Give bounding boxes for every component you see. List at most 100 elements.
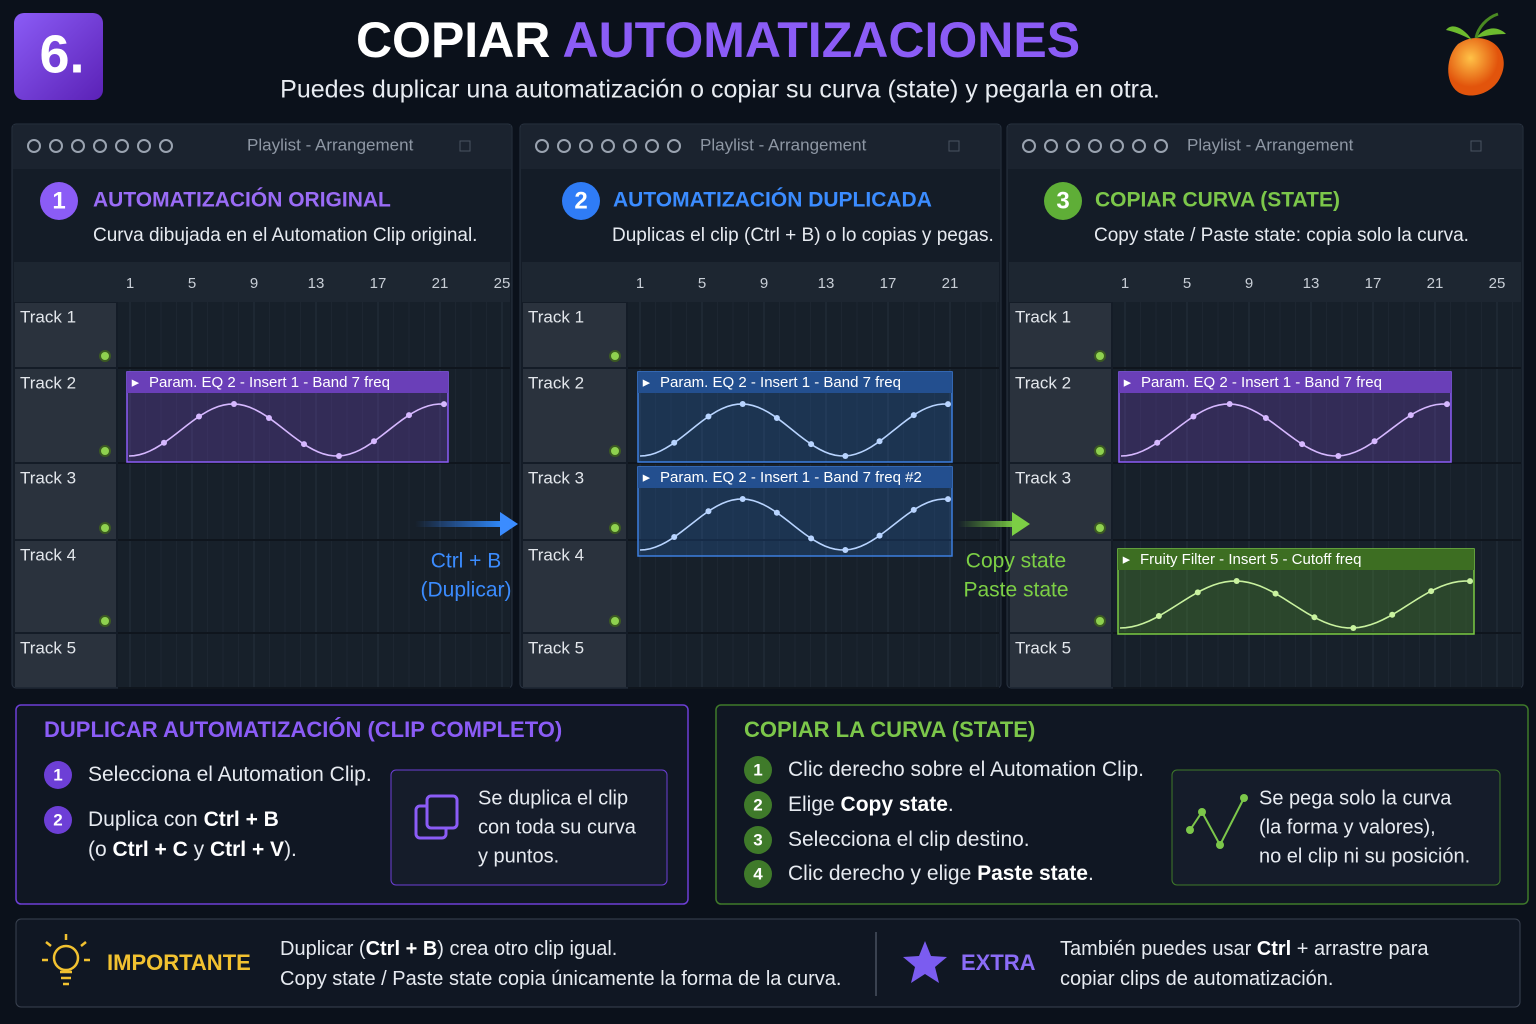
curve-point	[1389, 611, 1396, 618]
clip-icon: ▸	[642, 374, 651, 389]
track-header	[15, 634, 116, 687]
clip-header	[638, 372, 952, 393]
track-name: Track 1	[20, 307, 76, 326]
ruler-number: 21	[432, 275, 449, 292]
step-circle-number: 1	[52, 187, 65, 214]
text-segment: .	[1088, 862, 1094, 885]
curve-point	[1311, 614, 1318, 621]
ruler-number: 1	[1121, 275, 1129, 292]
curve-point	[876, 438, 883, 445]
ruler-number: 9	[1245, 275, 1253, 292]
title: COPIAR AUTOMATIZACIONES	[356, 12, 1080, 68]
ruler-number: 17	[1365, 275, 1382, 292]
window-button	[1470, 140, 1482, 152]
step-circle-number: 3	[1056, 187, 1069, 214]
star-icon	[903, 941, 947, 983]
track-header	[523, 464, 626, 539]
ruler-number: 9	[760, 275, 768, 292]
bold-text: Ctrl + B	[204, 808, 279, 831]
toolbar-icon	[1154, 139, 1168, 153]
text-segment: ) crea otro clip igual.	[437, 938, 617, 960]
ruler-number: 25	[494, 275, 511, 292]
ruler-number: 17	[880, 275, 897, 292]
track-led	[99, 522, 111, 534]
text-line: Elige Copy state.	[788, 793, 954, 816]
step-circle-number: 3	[753, 830, 762, 849]
toolbar-title: Playlist - Arrangement	[1187, 135, 1354, 154]
toolbar	[1008, 125, 1522, 169]
bold-text: Ctrl + C	[113, 838, 188, 861]
ruler-number: 5	[1183, 275, 1191, 292]
track-led	[1094, 615, 1106, 627]
arrow-head	[1012, 512, 1030, 536]
note-text: con toda su curva	[478, 816, 637, 838]
arrow-label: Paste state	[963, 579, 1068, 602]
arrow-label: Ctrl + B	[431, 550, 502, 573]
ruler-number: 9	[250, 275, 258, 292]
curve-point	[1272, 590, 1279, 597]
text-line: Clic derecho y elige Paste state.	[788, 862, 1094, 885]
curve-point	[1194, 589, 1201, 596]
toolbar-icon	[645, 139, 659, 153]
text-segment: (o	[88, 838, 113, 861]
toolbar-icon	[137, 139, 151, 153]
toolbar-icon	[1088, 139, 1102, 153]
track-led	[609, 615, 621, 627]
curve-point	[671, 439, 678, 446]
ruler-number: 21	[1427, 275, 1444, 292]
track-name: Track 1	[528, 307, 584, 326]
note-text: Se pega solo la curva	[1259, 787, 1452, 809]
track-led	[99, 615, 111, 627]
track-header	[15, 369, 116, 462]
ruler-number: 5	[188, 275, 196, 292]
panel-description: Duplicas el clip (Ctrl + B) o lo copias …	[612, 225, 994, 246]
curve-point	[808, 441, 815, 448]
track-led	[1094, 350, 1106, 362]
curve-point	[266, 414, 272, 421]
arrow-label: Copy state	[966, 550, 1066, 573]
ruler-number: 13	[308, 275, 325, 292]
toolbar-icon	[1022, 139, 1036, 153]
curve-point	[705, 508, 712, 515]
toolbar-icon	[1066, 139, 1080, 153]
ruler-number: 1	[126, 275, 134, 292]
curve-point	[1444, 401, 1450, 408]
automation-curve	[1120, 403, 1448, 457]
toolbar	[521, 125, 1000, 169]
text-segment: Selecciona el clip destino.	[788, 828, 1030, 851]
track-name: Track 3	[1015, 468, 1071, 487]
curve-point	[773, 414, 780, 421]
step-circle	[744, 826, 772, 854]
curve-point	[336, 452, 342, 459]
panel-title: COPIAR CURVA (STATE)	[1095, 189, 1340, 212]
track-name: Track 3	[20, 468, 76, 487]
track-name: Track 1	[1015, 307, 1071, 326]
step-circle	[44, 806, 72, 834]
track-name: Track 5	[20, 638, 76, 657]
automation-curve	[1119, 580, 1471, 629]
note-text: y puntos.	[478, 845, 559, 867]
ruler-number: 1	[636, 275, 644, 292]
curve-point	[406, 412, 412, 419]
window-button	[948, 140, 960, 152]
title-part: AUTOMATIZACIONES	[562, 12, 1080, 68]
arrow-head	[500, 512, 518, 536]
curve-point	[808, 535, 815, 542]
toolbar-icon	[159, 139, 173, 153]
track-header	[523, 541, 626, 632]
track-header	[523, 303, 626, 367]
clip-header	[1119, 372, 1451, 393]
curve-point	[910, 506, 917, 513]
note-box	[1171, 769, 1501, 886]
text-segment: Duplicar (	[280, 938, 366, 960]
track-name: Track 2	[1015, 373, 1071, 392]
note-box	[390, 769, 668, 886]
bold-text: Ctrl + B	[366, 938, 438, 960]
clip-icon: ▸	[1123, 374, 1132, 389]
curve-point	[1407, 412, 1414, 419]
curve-point	[945, 401, 951, 408]
track-header	[1010, 541, 1111, 632]
clip-header	[638, 467, 952, 488]
title-part: COPIAR	[356, 12, 550, 68]
track-header	[15, 541, 116, 632]
